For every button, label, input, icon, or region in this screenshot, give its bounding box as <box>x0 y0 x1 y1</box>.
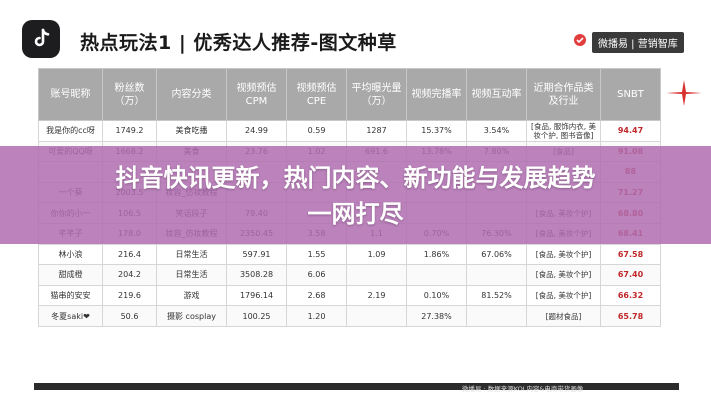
music-note-icon <box>34 28 50 47</box>
table-cell: 24.99 <box>226 120 287 142</box>
table-cell: [食品, 美妆个护] <box>526 243 601 266</box>
table-cell: 猫串的安安 <box>38 284 103 307</box>
table-cell: 3508.28 <box>226 264 287 286</box>
table-cell: 67.40 <box>600 264 661 286</box>
table-cell: 林小浪 <box>38 243 103 266</box>
table-cell: 1287 <box>346 120 407 142</box>
table-cell: 摄影 cosplay <box>156 305 227 327</box>
table-cell: 597.91 <box>226 243 287 266</box>
table-cell: 1.86% <box>406 243 467 266</box>
header: 热点玩法1 | 优秀达人推荐-图文种草 微播易 | 营销智库 <box>0 0 711 68</box>
table-cell: 67.58 <box>600 243 661 266</box>
table-cell: 日常生活 <box>156 243 227 266</box>
table-cell: 2.19 <box>346 284 407 307</box>
column-header: 内容分类 <box>156 68 227 121</box>
table-cell <box>346 264 407 286</box>
headline-overlay <box>0 146 711 244</box>
table-header-row: 账号昵称 粉丝数（万） 内容分类 视频预估CPM 视频预估CPE 平均曝光量（万） 视频完播… <box>38 68 661 121</box>
column-header: SNBT <box>600 68 661 121</box>
table-cell: 1796.14 <box>226 284 287 307</box>
headline: 抖音快讯更新，热门内容、新功能与发展趋势 一网打尽 <box>0 160 711 232</box>
column-header: 视频互动率 <box>466 68 527 121</box>
table-row: 甜成橙 204.2 日常生活 3508.28 6.06 [食品, 美妆个护] 67.40 <box>38 264 661 286</box>
column-header: 视频预估CPE <box>286 68 347 121</box>
table-cell <box>466 264 527 286</box>
column-header: 近期合作品类及行业 <box>526 68 601 121</box>
table-cell: 冬夏saki❤ <box>38 305 103 327</box>
table-cell: 我是你的cc呀 <box>38 120 103 142</box>
page-title: 热点玩法1 | 优秀达人推荐-图文种草 <box>80 32 397 54</box>
footer-source: 微播易 · 数据来源KOL内容&电商带货画像 <box>462 385 584 393</box>
table-cell: 67.06% <box>466 243 527 266</box>
table-row: 猫串的安安 219.6 游戏 1796.14 2.68 2.19 0.10% 81.52% [食… <box>38 284 661 307</box>
table-cell <box>406 264 467 286</box>
table-cell: 0.59 <box>286 120 347 142</box>
table-cell: 美食吃播 <box>156 120 227 142</box>
headline-line1: 抖音快讯更新，热门内容、新功能与发展趋势 <box>115 164 596 192</box>
table-cell: 216.4 <box>102 243 157 266</box>
table-cell: 50.6 <box>102 305 157 327</box>
table-cell: 1.55 <box>286 243 347 266</box>
table-cell: 81.52% <box>466 284 527 307</box>
sparkle-icon <box>666 80 702 106</box>
footer-bar <box>34 383 679 390</box>
table-cell: 甜成橙 <box>38 264 103 286</box>
table-row: 林小浪 216.4 日常生活 597.91 1.55 1.09 1.86% 67.06% [食品… <box>38 243 661 266</box>
table-cell: 1.20 <box>286 305 347 327</box>
table-cell: 100.25 <box>226 305 287 327</box>
table-cell <box>346 305 407 327</box>
table-cell: 6.06 <box>286 264 347 286</box>
table-cell: 3.54% <box>466 120 527 142</box>
table-cell: 游戏 <box>156 284 227 307</box>
column-header: 账号昵称 <box>38 68 103 121</box>
table-cell: 94.47 <box>600 120 661 142</box>
table-cell: 219.6 <box>102 284 157 307</box>
table-cell: [题材食品] <box>526 305 601 327</box>
headline-line2: 一网打尽 <box>307 200 404 228</box>
table-cell: 15.37% <box>406 120 467 142</box>
table-cell: [食品, 美妆个护] <box>526 264 601 286</box>
brand-badge: 微播易 | 营销智库 <box>592 32 684 53</box>
column-header: 粉丝数（万） <box>102 68 157 121</box>
table-cell: 日常生活 <box>156 264 227 286</box>
table-cell: 27.38% <box>406 305 467 327</box>
column-header: 视频完播率 <box>406 68 467 121</box>
table-cell: 66.32 <box>600 284 661 307</box>
table-cell <box>466 305 527 327</box>
brand-logo-icon <box>574 34 586 46</box>
table-cell: 2.68 <box>286 284 347 307</box>
column-header: 平均曝光量（万） <box>346 68 407 121</box>
table-row: 冬夏saki❤ 50.6 摄影 cosplay 100.25 1.20 27.38% [题材… <box>38 305 661 327</box>
table-cell: 204.2 <box>102 264 157 286</box>
table-cell: 0.10% <box>406 284 467 307</box>
table-cell: [食品, 美妆个护] <box>526 284 601 307</box>
app-logo <box>22 20 60 58</box>
table-cell: 1749.2 <box>102 120 157 142</box>
column-header: 视频预估CPM <box>226 68 287 121</box>
table-cell: 65.78 <box>600 305 661 327</box>
table-cell: [食品, 服饰内衣, 美妆个护, 图书音像] <box>526 120 601 142</box>
table-cell: 1.09 <box>346 243 407 266</box>
table-row: 我是你的cc呀 1749.2 美食吃播 24.99 0.59 1287 15.37% 3.54… <box>38 120 661 142</box>
